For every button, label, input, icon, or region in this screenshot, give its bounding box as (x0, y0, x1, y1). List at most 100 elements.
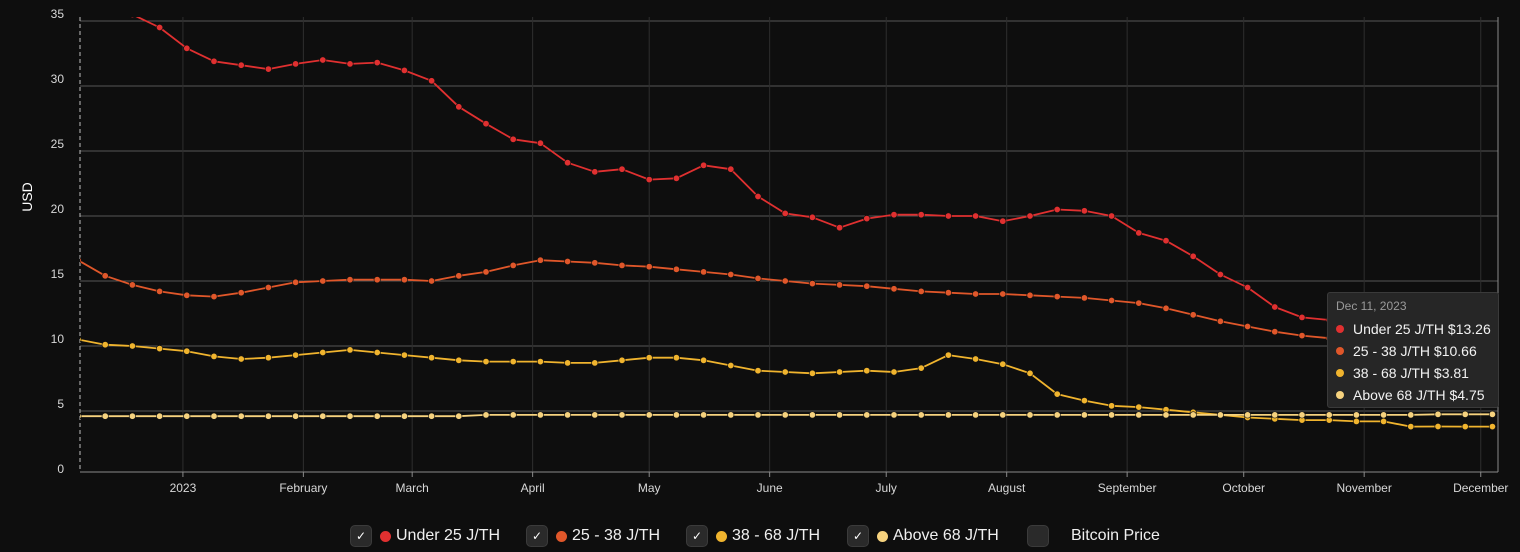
data-point[interactable] (564, 159, 572, 167)
legend-item-bitcoin-price[interactable]: Bitcoin Price (1027, 524, 1160, 548)
data-point[interactable] (727, 165, 735, 173)
data-point[interactable] (128, 342, 136, 350)
data-point[interactable] (210, 412, 218, 420)
data-point[interactable] (373, 276, 381, 284)
data-point[interactable] (346, 276, 354, 284)
data-point[interactable] (1026, 212, 1034, 220)
data-point[interactable] (1461, 423, 1469, 431)
data-point[interactable] (944, 289, 952, 297)
data-point[interactable] (645, 263, 653, 271)
data-point[interactable] (836, 281, 844, 289)
data-point[interactable] (183, 347, 191, 355)
data-point[interactable] (1108, 411, 1116, 419)
data-point[interactable] (156, 345, 164, 353)
data-point[interactable] (564, 411, 572, 419)
data-point[interactable] (781, 411, 789, 419)
data-point[interactable] (1108, 212, 1116, 220)
data-point[interactable] (727, 411, 735, 419)
data-point[interactable] (264, 354, 272, 362)
data-point[interactable] (972, 411, 980, 419)
data-point[interactable] (373, 348, 381, 356)
data-point[interactable] (210, 352, 218, 360)
data-point[interactable] (781, 209, 789, 217)
data-point[interactable] (999, 360, 1007, 368)
data-point[interactable] (1135, 299, 1143, 307)
data-point[interactable] (1162, 304, 1170, 312)
data-point[interactable] (1216, 270, 1224, 278)
data-point[interactable] (400, 66, 408, 74)
legend-checkbox[interactable]: ✓ (350, 525, 372, 547)
data-point[interactable] (781, 368, 789, 376)
data-point[interactable] (1080, 294, 1088, 302)
data-point[interactable] (346, 346, 354, 354)
data-point[interactable] (346, 60, 354, 68)
data-point[interactable] (1189, 311, 1197, 319)
data-point[interactable] (672, 265, 680, 273)
data-point[interactable] (591, 359, 599, 367)
data-point[interactable] (700, 411, 708, 419)
data-point[interactable] (1216, 411, 1224, 419)
data-point[interactable] (1080, 397, 1088, 405)
data-point[interactable] (1244, 411, 1252, 419)
data-point[interactable] (237, 412, 245, 420)
data-point[interactable] (700, 356, 708, 364)
data-point[interactable] (1298, 332, 1306, 340)
data-point[interactable] (1053, 293, 1061, 301)
data-point[interactable] (890, 285, 898, 293)
data-point[interactable] (808, 280, 816, 288)
data-point[interactable] (672, 174, 680, 182)
data-point[interactable] (428, 354, 436, 362)
legend-checkbox[interactable]: ✓ (847, 525, 869, 547)
data-point[interactable] (101, 412, 109, 420)
data-point[interactable] (128, 281, 136, 289)
data-point[interactable] (836, 368, 844, 376)
data-point[interactable] (564, 257, 572, 265)
data-point[interactable] (482, 120, 490, 128)
legend-item-under-25[interactable]: ✓ Under 25 J/TH (350, 524, 500, 548)
data-point[interactable] (999, 217, 1007, 225)
data-point[interactable] (210, 57, 218, 65)
data-point[interactable] (1108, 402, 1116, 410)
data-point[interactable] (618, 356, 626, 364)
data-point[interactable] (1135, 229, 1143, 237)
data-point[interactable] (237, 61, 245, 69)
data-point[interactable] (373, 412, 381, 420)
data-point[interactable] (319, 277, 327, 285)
legend-item-25-38[interactable]: ✓ 25 - 38 J/TH (526, 524, 660, 548)
data-point[interactable] (1135, 403, 1143, 411)
data-point[interactable] (536, 411, 544, 419)
data-point[interactable] (373, 59, 381, 67)
data-point[interactable] (400, 351, 408, 359)
data-point[interactable] (183, 44, 191, 52)
data-point[interactable] (129, 11, 135, 18)
data-point[interactable] (836, 411, 844, 419)
data-point[interactable] (264, 65, 272, 73)
data-point[interactable] (319, 348, 327, 356)
data-point[interactable] (808, 213, 816, 221)
data-point[interactable] (101, 341, 109, 349)
data-point[interactable] (75, 413, 82, 420)
data-point[interactable] (482, 268, 490, 276)
data-point[interactable] (1108, 296, 1116, 304)
data-point[interactable] (1026, 291, 1034, 299)
data-point[interactable] (400, 276, 408, 284)
data-point[interactable] (917, 287, 925, 295)
data-point[interactable] (972, 290, 980, 298)
data-point[interactable] (264, 283, 272, 291)
data-point[interactable] (890, 211, 898, 219)
data-point[interactable] (536, 256, 544, 264)
data-point[interactable] (944, 351, 952, 359)
data-point[interactable] (1488, 423, 1496, 431)
data-point[interactable] (1434, 422, 1442, 430)
data-point[interactable] (1298, 313, 1306, 321)
data-point[interactable] (754, 274, 762, 282)
data-point[interactable] (183, 291, 191, 299)
data-point[interactable] (917, 211, 925, 219)
data-point[interactable] (917, 411, 925, 419)
data-point[interactable] (863, 282, 871, 290)
data-point[interactable] (1162, 411, 1170, 419)
data-point[interactable] (455, 412, 463, 420)
data-point[interactable] (781, 277, 789, 285)
data-point[interactable] (319, 412, 327, 420)
legend-checkbox[interactable]: ✓ (526, 525, 548, 547)
